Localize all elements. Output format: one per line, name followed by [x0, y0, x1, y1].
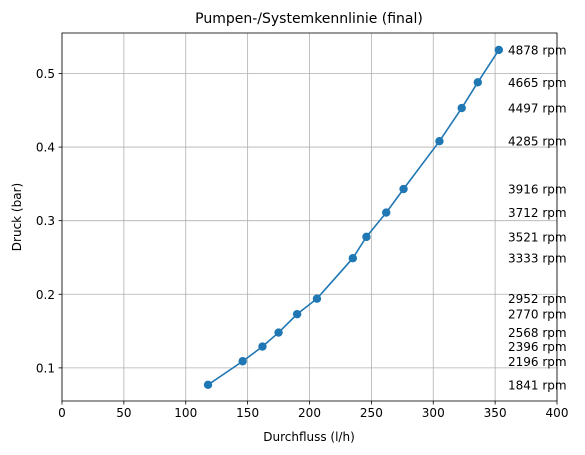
x-tick-label: 0 — [58, 406, 66, 420]
data-point — [382, 208, 391, 217]
series-line — [207, 49, 500, 386]
y-tick-label: 0.1 — [36, 361, 55, 375]
data-point — [457, 103, 466, 113]
data-point — [312, 294, 322, 303]
data-point — [292, 309, 302, 319]
y-axis-label: Druck (bar) — [10, 183, 24, 251]
rpm-label: 4878 rpm — [508, 43, 567, 57]
data-point — [435, 136, 444, 146]
chart-title: Pumpen-/Systemkennlinie (final) — [195, 11, 423, 27]
rpm-annotations: 4878 rpm 4665 rpm 4497 rpm 4285 rpm 3916 rpm… — [508, 43, 567, 392]
x-tick-label: 400 — [546, 406, 569, 420]
rpm-label: 2770 rpm — [508, 308, 567, 322]
x-tick-label: 50 — [116, 406, 131, 420]
x-tick-label: 100 — [174, 406, 197, 420]
rpm-label: 3333 rpm — [508, 252, 567, 266]
y-tick-label: 0.5 — [36, 67, 55, 81]
rpm-label: 2196 rpm — [508, 355, 567, 369]
x-axis-ticks: 0 50 100 150 200 250 300 350 400 — [58, 401, 568, 420]
data-point — [274, 328, 283, 337]
rpm-label: 1841 rpm — [508, 378, 567, 392]
y-tick-label: 0.4 — [36, 141, 55, 155]
y-axis-ticks: 0.1 0.2 0.3 0.4 0.5 — [36, 67, 62, 375]
data-point — [362, 232, 371, 242]
y-tick-label: 0.2 — [36, 288, 55, 302]
data-point — [238, 357, 247, 366]
data-point — [494, 45, 504, 55]
rpm-label: 4285 rpm — [508, 135, 567, 149]
rpm-label: 3916 rpm — [508, 183, 567, 197]
x-tick-label: 250 — [360, 406, 383, 420]
data-point — [399, 184, 408, 194]
x-tick-label: 200 — [298, 406, 321, 420]
data-point — [473, 78, 482, 87]
rpm-label: 3521 rpm — [508, 230, 567, 244]
x-tick-label: 300 — [422, 406, 445, 420]
x-tick-label: 350 — [484, 406, 507, 420]
grid-lines — [61, 33, 558, 401]
rpm-label: 3712 rpm — [508, 206, 567, 220]
y-tick-label: 0.3 — [36, 214, 55, 228]
rpm-label: 4665 rpm — [508, 76, 567, 90]
rpm-label: 2396 rpm — [508, 340, 567, 354]
x-tick-label: 150 — [236, 406, 259, 420]
data-point — [348, 254, 358, 263]
series-layer — [203, 45, 504, 390]
data-point — [203, 380, 213, 390]
rpm-label: 2568 rpm — [508, 326, 567, 340]
rpm-label: 4497 rpm — [508, 102, 567, 116]
data-point — [258, 342, 267, 351]
x-axis-label: Durchfluss (l/h) — [263, 430, 355, 444]
rpm-label: 2952 rpm — [508, 292, 567, 306]
